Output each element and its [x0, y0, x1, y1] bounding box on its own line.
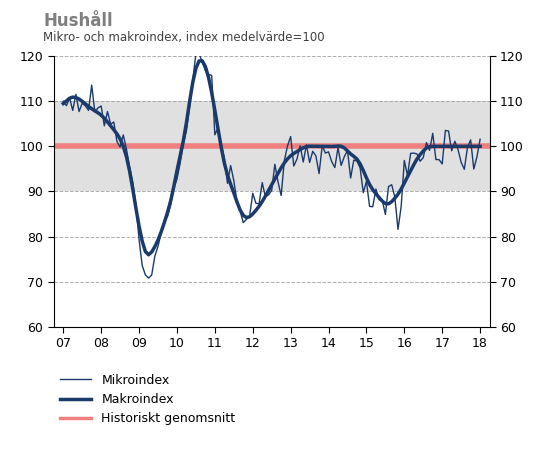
Legend: Mikroindex, Makroindex, Historiskt genomsnitt: Mikroindex, Makroindex, Historiskt genom…	[60, 374, 236, 425]
Text: Mikro- och makroindex, index medelvärde=100: Mikro- och makroindex, index medelvärde=…	[43, 31, 324, 44]
Text: Hushåll: Hushåll	[43, 12, 112, 30]
Bar	[54, 101, 490, 191]
